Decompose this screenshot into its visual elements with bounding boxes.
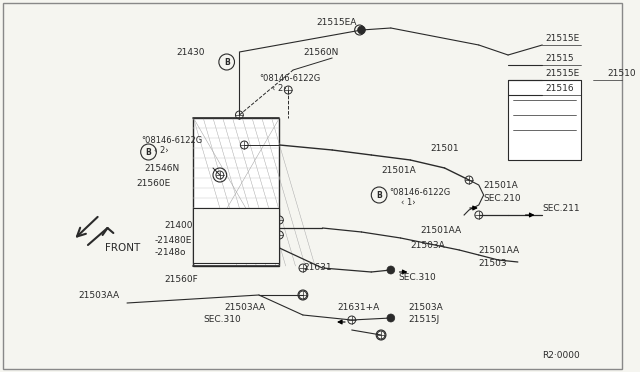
Bar <box>193 118 280 266</box>
Circle shape <box>387 314 395 322</box>
Text: SEC.210: SEC.210 <box>484 193 521 202</box>
Text: 21510: 21510 <box>608 68 636 77</box>
Text: ‹ 1›: ‹ 1› <box>401 198 415 206</box>
Text: 21501A: 21501A <box>381 166 416 174</box>
Text: 21515: 21515 <box>545 54 574 62</box>
Text: 21501AA: 21501AA <box>420 225 461 234</box>
Text: 21516: 21516 <box>545 83 574 93</box>
Text: 21560F: 21560F <box>164 276 198 285</box>
Text: 21501AA: 21501AA <box>479 246 520 254</box>
Text: ‹ 2›: ‹ 2› <box>271 83 286 93</box>
Text: 21503AA: 21503AA <box>78 291 119 299</box>
Text: 21503A: 21503A <box>408 304 443 312</box>
Text: 21515EA: 21515EA <box>317 17 357 26</box>
Bar <box>542 30 620 140</box>
Text: 21501: 21501 <box>430 144 458 153</box>
Text: SEC.211: SEC.211 <box>542 203 580 212</box>
Text: 21503A: 21503A <box>410 241 445 250</box>
Text: 21546N: 21546N <box>145 164 180 173</box>
Text: 21631+A: 21631+A <box>337 304 380 312</box>
Text: 21515E: 21515E <box>545 68 579 77</box>
Text: 21503AA: 21503AA <box>225 304 266 312</box>
Text: 21501A: 21501A <box>484 180 518 189</box>
Text: ‹ 2›: ‹ 2› <box>154 145 169 154</box>
Text: B: B <box>224 58 230 67</box>
Text: FRONT: FRONT <box>104 243 140 253</box>
Text: 21515J: 21515J <box>408 315 440 324</box>
Text: 21560E: 21560E <box>137 179 171 187</box>
Text: 21515E: 21515E <box>545 33 579 42</box>
Text: R2·0000: R2·0000 <box>542 350 580 359</box>
Bar <box>508 80 581 160</box>
Circle shape <box>358 26 365 34</box>
Text: °08146-6122G: °08146-6122G <box>259 74 320 83</box>
Text: °08146-6122G: °08146-6122G <box>389 187 450 196</box>
Text: 21631: 21631 <box>303 263 332 273</box>
Text: -2148ο: -2148ο <box>154 247 186 257</box>
Text: SEC.310: SEC.310 <box>399 273 436 282</box>
Text: -21480E: -21480E <box>154 235 192 244</box>
Text: B: B <box>146 148 152 157</box>
Text: SEC.310: SEC.310 <box>204 315 241 324</box>
Text: °08146-6122G: °08146-6122G <box>141 135 203 144</box>
Text: 21560N: 21560N <box>303 48 339 57</box>
Circle shape <box>387 266 395 274</box>
Text: 21503: 21503 <box>479 259 508 267</box>
Bar <box>193 208 280 263</box>
Text: B: B <box>376 190 382 199</box>
Text: 21400: 21400 <box>164 221 193 230</box>
Text: 21430: 21430 <box>176 48 204 57</box>
